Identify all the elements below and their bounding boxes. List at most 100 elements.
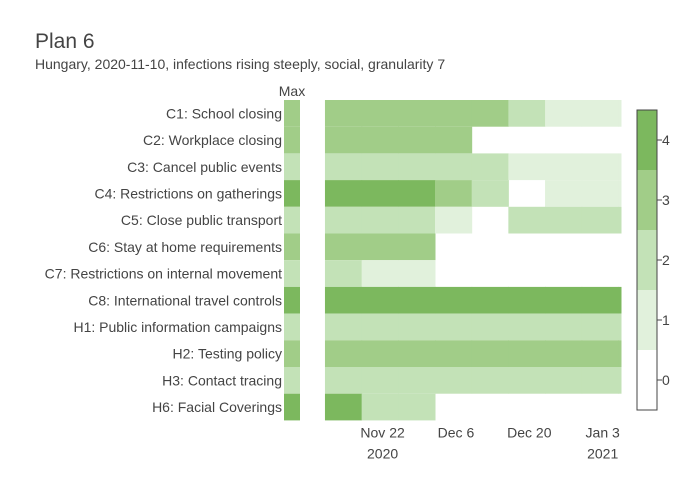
- heatmap-cell: [471, 340, 509, 367]
- colorbar-segment: [637, 230, 657, 290]
- colorbar-tick-label: 0: [662, 372, 670, 388]
- heatmap-cell: [324, 153, 363, 181]
- heatmap-cell: [545, 180, 583, 207]
- heatmap-cell: [361, 313, 399, 341]
- max-cell: [284, 126, 300, 154]
- heatmap-cell: [508, 286, 546, 314]
- heatmap-cell: [324, 313, 363, 341]
- x-tick-label: Nov 22: [360, 424, 405, 440]
- colorbar-tick-label: 3: [662, 192, 670, 208]
- max-cell: [284, 233, 300, 261]
- heatmap-cell: [361, 393, 399, 421]
- heatmap-cell: [508, 206, 546, 234]
- heatmap-cell: [471, 367, 509, 394]
- heatmap-cell: [618, 180, 622, 207]
- heatmap-cell: [398, 367, 436, 394]
- heatmap-cell: [324, 100, 363, 127]
- heatmap-cell: [361, 367, 399, 394]
- heatmap-cell: [398, 126, 436, 154]
- heatmap-cell: [435, 313, 473, 341]
- heatmap-cell: [581, 313, 619, 341]
- heatmap-cell: [324, 126, 363, 154]
- heatmap-cell: [581, 206, 619, 234]
- row-label: C7: Restrictions on internal movement: [45, 266, 282, 282]
- heatmap-cell: [508, 340, 546, 367]
- max-cell: [284, 340, 300, 367]
- heatmap-cell: [435, 340, 473, 367]
- heatmap-cell: [398, 153, 436, 181]
- heatmap-cell: [361, 260, 399, 287]
- heatmap-cell: [361, 233, 399, 261]
- max-cell: [284, 153, 300, 181]
- chart-title: Plan 6: [35, 30, 95, 53]
- max-cell: [284, 206, 300, 234]
- heatmap-cell: [471, 286, 509, 314]
- max-cell: [284, 260, 300, 287]
- row-label: C6: Stay at home requirements: [88, 239, 282, 255]
- heatmap-cell: [581, 340, 619, 367]
- heatmap-cell: [618, 313, 622, 341]
- heatmap-cell: [508, 313, 546, 341]
- heatmap-cell: [508, 100, 546, 127]
- heatmap-cell: [398, 286, 436, 314]
- heatmap-cell: [545, 340, 583, 367]
- heatmap-cell: [471, 100, 509, 127]
- heatmap-cell: [581, 286, 619, 314]
- heatmap-cell: [545, 286, 583, 314]
- x-tick-year-label: 2020: [367, 445, 398, 461]
- heatmap-cell: [618, 100, 622, 127]
- row-label: H3: Contact tracing: [162, 372, 282, 388]
- heatmap-cell: [324, 367, 363, 394]
- max-cell: [284, 313, 300, 341]
- heatmap-cell: [618, 286, 622, 314]
- x-tick-label: Dec 6: [438, 424, 475, 440]
- colorbar-segment: [637, 290, 657, 350]
- row-label: C2: Workplace closing: [143, 132, 282, 148]
- heatmap-cell: [398, 340, 436, 367]
- heatmap-cell: [361, 100, 399, 127]
- heatmap-cell: [435, 367, 473, 394]
- colorbar-tick-label: 4: [662, 132, 670, 148]
- row-label: H2: Testing policy: [173, 346, 282, 362]
- heatmap-cell: [324, 340, 363, 367]
- heatmap-cell: [545, 367, 583, 394]
- heatmap-cell: [545, 153, 583, 181]
- heatmap-cell: [435, 153, 473, 181]
- max-column-header: Max: [279, 83, 305, 99]
- heatmap-cell: [324, 206, 363, 234]
- heatmap-cell: [581, 367, 619, 394]
- heatmap-cell: [508, 367, 546, 394]
- chart-subtitle: Hungary, 2020-11-10, infections rising s…: [35, 56, 446, 72]
- heatmap-cell: [435, 180, 473, 207]
- max-cell: [284, 100, 300, 127]
- heatmap-cell: [398, 260, 436, 287]
- heatmap-cell: [508, 153, 546, 181]
- heatmap-cell: [361, 340, 399, 367]
- x-tick-label: Dec 20: [507, 424, 552, 440]
- max-cell: [284, 393, 300, 421]
- x-tick-year-label: 2021: [587, 445, 618, 461]
- row-label: C4: Restrictions on gatherings: [94, 185, 282, 201]
- row-label: C5: Close public transport: [121, 212, 282, 228]
- heatmap-cell: [471, 180, 509, 207]
- row-label: H6: Facial Coverings: [152, 399, 282, 415]
- heatmap-cell: [545, 100, 583, 127]
- heatmap-cell: [618, 206, 622, 234]
- heatmap-cell: [581, 100, 619, 127]
- heatmap-cell: [398, 100, 436, 127]
- max-cell: [284, 367, 300, 394]
- colorbar-tick-label: 1: [662, 312, 670, 328]
- heatmap-cell: [545, 313, 583, 341]
- colorbar-segment: [637, 170, 657, 230]
- heatmap-cell: [435, 206, 473, 234]
- heatmap-cell: [581, 180, 619, 207]
- heatmap-cell: [398, 393, 436, 421]
- heatmap-cell: [435, 126, 473, 154]
- heatmap-cell: [618, 367, 622, 394]
- heatmap-cell: [398, 206, 436, 234]
- heatmap-cell: [324, 180, 363, 207]
- heatmap-cell: [324, 286, 363, 314]
- colorbar-tick-label: 2: [662, 252, 670, 268]
